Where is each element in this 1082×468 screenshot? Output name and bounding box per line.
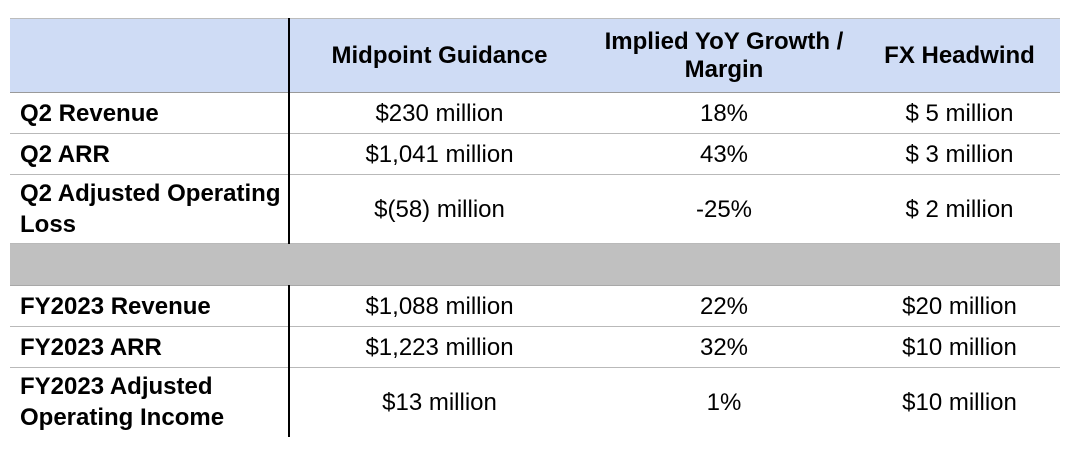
cell-growth: 43% bbox=[589, 133, 859, 175]
table-body: Q2 Revenue $230 million 18% $ 5 million … bbox=[10, 92, 1060, 437]
table-header: Midpoint Guidance Implied YoY Growth / M… bbox=[10, 18, 1060, 93]
header-fx-headwind: FX Headwind bbox=[859, 18, 1060, 93]
table-row: Q2 Revenue $230 million 18% $ 5 million bbox=[10, 92, 1060, 134]
cell-fx: $ 3 million bbox=[859, 133, 1060, 175]
cell-midpoint: $1,041 million bbox=[289, 133, 589, 175]
header-midpoint-guidance: Midpoint Guidance bbox=[289, 18, 589, 93]
cell-midpoint: $1,223 million bbox=[289, 326, 589, 368]
table-row: Q2 Adjusted Operating Loss $(58) million… bbox=[10, 174, 1060, 244]
cell-midpoint: $1,088 million bbox=[289, 285, 589, 327]
cell-growth: 32% bbox=[589, 326, 859, 368]
row-label-q2-revenue: Q2 Revenue bbox=[10, 92, 290, 134]
separator-cell bbox=[859, 243, 1060, 286]
row-label-q2-arr: Q2 ARR bbox=[10, 133, 290, 175]
cell-growth: 18% bbox=[589, 92, 859, 134]
table-row: FY2023 ARR $1,223 million 32% $10 millio… bbox=[10, 326, 1060, 368]
table-row: Q2 ARR $1,041 million 43% $ 3 million bbox=[10, 133, 1060, 175]
table-row: FY2023 Adjusted Operating Income $13 mil… bbox=[10, 367, 1060, 437]
cell-midpoint: $230 million bbox=[289, 92, 589, 134]
header-row: Midpoint Guidance Implied YoY Growth / M… bbox=[10, 18, 1060, 93]
guidance-table: Midpoint Guidance Implied YoY Growth / M… bbox=[10, 18, 1060, 437]
cell-growth: 1% bbox=[706, 388, 742, 416]
row-label-fy2023-revenue: FY2023 Revenue bbox=[10, 285, 290, 327]
guidance-table-container: Midpoint Guidance Implied YoY Growth / M… bbox=[10, 18, 1060, 437]
separator-row bbox=[10, 243, 1060, 286]
cell-growth: 22% bbox=[589, 285, 859, 327]
cell-fx: $20 million bbox=[859, 285, 1060, 327]
separator-cell bbox=[10, 243, 289, 286]
cell-midpoint: $13 million bbox=[382, 388, 497, 416]
separator-cell bbox=[289, 243, 589, 286]
row-label-q2-adjusted-operating-loss: Q2 Adjusted Operating Loss bbox=[10, 174, 290, 244]
header-label-cell bbox=[10, 18, 290, 93]
cell-growth: -25% bbox=[589, 174, 859, 244]
row-label-fy2023-adjusted-operating-income: FY2023 Adjusted Operating Income bbox=[10, 367, 290, 437]
cell-fx: $ 2 million bbox=[859, 174, 1060, 244]
cell-fx: $ 5 million bbox=[859, 92, 1060, 134]
cell-fx: $10 million bbox=[859, 326, 1060, 368]
cell-midpoint: $(58) million bbox=[289, 174, 589, 244]
cell-fx: $10 million bbox=[902, 388, 1017, 416]
table-row: FY2023 Revenue $1,088 million 22% $20 mi… bbox=[10, 285, 1060, 327]
separator-cell bbox=[589, 243, 859, 286]
header-implied-yoy-growth: Implied YoY Growth / Margin bbox=[589, 18, 859, 93]
row-label-fy2023-arr: FY2023 ARR bbox=[10, 326, 290, 368]
